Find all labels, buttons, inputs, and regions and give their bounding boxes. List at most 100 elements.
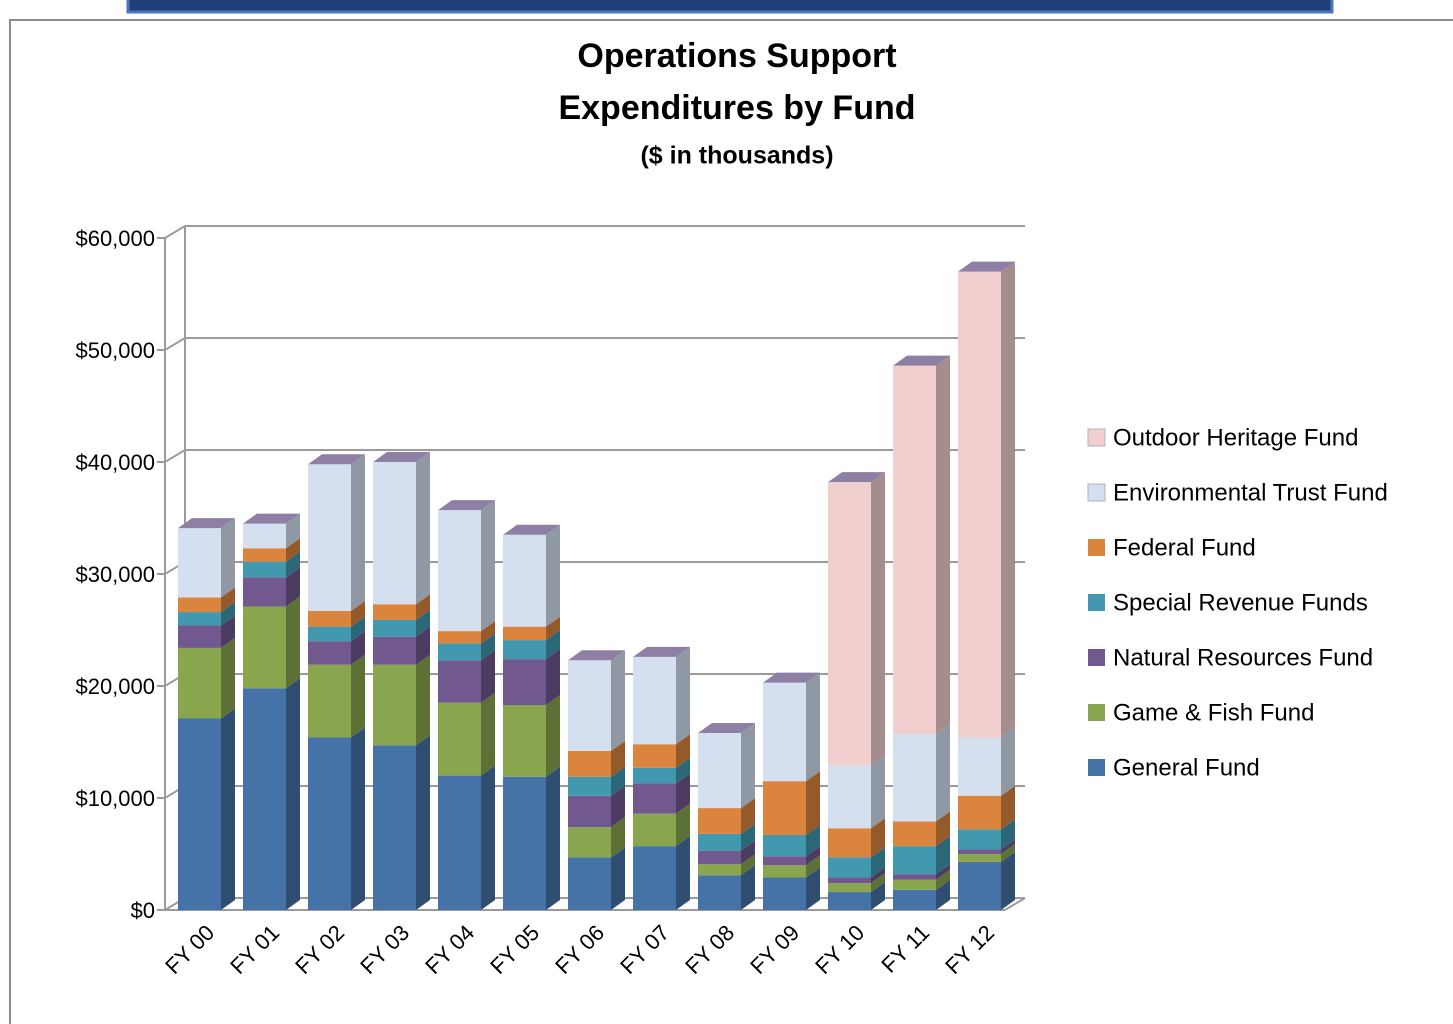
bar-segment bbox=[893, 879, 936, 890]
bar-segment bbox=[958, 737, 1001, 796]
bar-segment bbox=[308, 664, 351, 738]
bar-segment bbox=[828, 892, 871, 910]
bar-segment bbox=[243, 688, 286, 910]
bar-side bbox=[286, 596, 300, 689]
bar-side bbox=[546, 524, 560, 627]
bar-top bbox=[568, 650, 625, 661]
bar-side bbox=[676, 803, 690, 847]
bar-top bbox=[633, 646, 690, 657]
bar-side bbox=[221, 518, 235, 598]
bar-segment bbox=[373, 745, 416, 910]
bar-side bbox=[286, 551, 300, 578]
bar-side bbox=[351, 600, 365, 627]
y-tick-label: $10,000 bbox=[75, 786, 155, 811]
bar-segment bbox=[893, 821, 936, 847]
bar-top bbox=[893, 355, 950, 366]
bar-segment bbox=[308, 626, 351, 642]
x-tick-label: FY 08 bbox=[680, 920, 739, 979]
bar-segment bbox=[763, 834, 806, 857]
legend-label: Natural Resources Fund bbox=[1113, 644, 1373, 671]
bar-segment bbox=[373, 664, 416, 746]
legend-label: Special Revenue Funds bbox=[1113, 589, 1368, 616]
bar-side bbox=[546, 766, 560, 910]
grid-line-side bbox=[164, 449, 186, 463]
bar-segment bbox=[763, 781, 806, 835]
chart-subtitle: ($ in thousands) bbox=[640, 142, 833, 170]
bar-segment bbox=[893, 889, 936, 910]
bar-segment bbox=[438, 510, 481, 632]
bar-side bbox=[611, 785, 625, 828]
bar-segment bbox=[503, 640, 546, 660]
bar-side bbox=[676, 836, 690, 910]
bar-side bbox=[871, 755, 885, 829]
bar-side bbox=[1001, 819, 1015, 850]
bar-side bbox=[1001, 851, 1015, 910]
bar-side bbox=[676, 757, 690, 784]
y-tick-label: $50,000 bbox=[75, 338, 155, 363]
bar-segment bbox=[438, 660, 481, 703]
bar-segment bbox=[438, 643, 481, 661]
legend-swatch bbox=[1088, 704, 1105, 721]
bar-top bbox=[373, 452, 430, 462]
bar-segment bbox=[828, 857, 871, 878]
x-tick-label: FY 03 bbox=[355, 920, 414, 979]
bar-top bbox=[503, 524, 560, 535]
bar-segment bbox=[698, 833, 741, 851]
bar-side bbox=[611, 740, 625, 777]
bar-segment bbox=[633, 813, 676, 847]
bar-side bbox=[286, 538, 300, 562]
bar-side bbox=[741, 723, 755, 809]
legend-swatch bbox=[1087, 428, 1106, 447]
bar-side bbox=[936, 864, 950, 880]
bar-side bbox=[936, 355, 950, 735]
bar-side bbox=[1001, 261, 1015, 738]
bar-segment bbox=[243, 577, 286, 607]
bar-side bbox=[676, 773, 690, 814]
bar-top bbox=[828, 472, 885, 483]
chart-title: Expenditures by Fund bbox=[558, 89, 915, 127]
bar-side bbox=[221, 708, 235, 910]
bar-side bbox=[481, 633, 495, 661]
bar-side bbox=[871, 847, 885, 878]
bar-segment bbox=[698, 733, 741, 809]
legend-swatch bbox=[1087, 483, 1106, 502]
bar-side bbox=[676, 734, 690, 768]
x-tick-label: FY 04 bbox=[420, 920, 479, 979]
bar-top bbox=[958, 261, 1015, 272]
bar-segment bbox=[633, 656, 676, 745]
bar-side bbox=[611, 766, 625, 796]
bar-segment bbox=[763, 856, 806, 866]
floor-right bbox=[1004, 897, 1026, 911]
bar-side bbox=[871, 882, 885, 910]
bar-segment bbox=[178, 597, 221, 613]
grid-line-side bbox=[164, 337, 186, 351]
grid-line-side bbox=[164, 225, 186, 239]
bar-segment bbox=[893, 846, 936, 875]
bar-segment bbox=[178, 718, 221, 910]
bar-segment bbox=[958, 271, 1001, 738]
bar-segment bbox=[633, 783, 676, 814]
bar-side bbox=[351, 654, 365, 738]
bar-side bbox=[611, 650, 625, 751]
bar-segment bbox=[958, 829, 1001, 850]
x-tick-label: FY 06 bbox=[550, 920, 609, 979]
x-tick-label: FY 09 bbox=[745, 920, 804, 979]
bar-side bbox=[871, 472, 885, 766]
y-tick-label: $20,000 bbox=[75, 674, 155, 699]
bar-side bbox=[741, 840, 755, 865]
bar-side bbox=[741, 865, 755, 910]
bar-side bbox=[1001, 839, 1015, 854]
bar-segment bbox=[763, 865, 806, 878]
bar-segment bbox=[893, 365, 936, 735]
bar-side bbox=[416, 735, 430, 910]
bar-side bbox=[806, 824, 820, 857]
bar-side bbox=[221, 587, 235, 613]
legend: General Fund Game & Fish Fund Natural Reso… bbox=[1087, 424, 1388, 781]
bar-side bbox=[351, 631, 365, 665]
bar-side bbox=[546, 695, 560, 777]
y-tick-label: $60,000 bbox=[75, 226, 155, 251]
bar-side bbox=[546, 649, 560, 706]
bar-segment bbox=[308, 641, 351, 665]
legend-label: Outdoor Heritage Fund bbox=[1113, 424, 1358, 451]
bar-segment bbox=[438, 775, 481, 910]
